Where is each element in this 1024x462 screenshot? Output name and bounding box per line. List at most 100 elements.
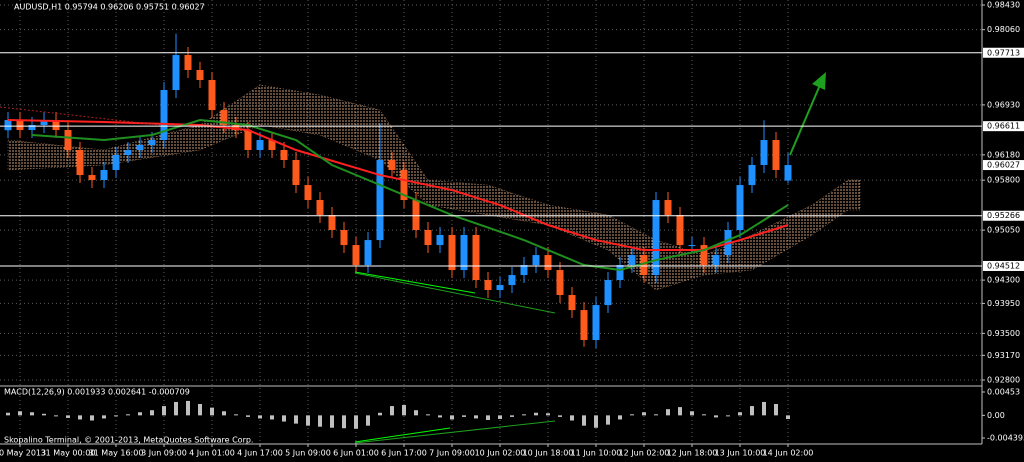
level-label: 0.96611 bbox=[987, 122, 1020, 131]
candle-body bbox=[16, 120, 24, 131]
macd-bar bbox=[246, 415, 250, 417]
macd-bar bbox=[714, 415, 718, 418]
candle-body bbox=[256, 140, 264, 151]
macd-bar bbox=[510, 415, 514, 417]
candle-body bbox=[760, 140, 768, 165]
ichimoku-cloud bbox=[7, 84, 861, 291]
x-tick-label: 6 Jun 17:00 bbox=[381, 449, 427, 458]
candle-body bbox=[280, 150, 288, 160]
candle-body bbox=[244, 130, 252, 151]
macd-bar bbox=[414, 410, 418, 416]
macd-bar bbox=[186, 400, 190, 416]
macd-bar bbox=[678, 407, 682, 416]
candle-body bbox=[220, 110, 228, 126]
candle-body bbox=[400, 169, 408, 201]
candle-body bbox=[28, 125, 36, 131]
candle-body bbox=[496, 285, 504, 291]
candle-body bbox=[340, 230, 348, 246]
macd-bar bbox=[174, 401, 178, 416]
x-tick-label: 7 Jun 09:00 bbox=[429, 449, 475, 458]
candle-body bbox=[76, 150, 84, 176]
macd-bar bbox=[690, 411, 694, 416]
macd-bar bbox=[630, 414, 634, 416]
candle-body bbox=[64, 130, 72, 151]
macd-bar bbox=[378, 412, 382, 416]
trend-line bbox=[0, 106, 161, 126]
divergence-line bbox=[354, 271, 476, 294]
macd-bar bbox=[450, 415, 454, 420]
candle-body bbox=[88, 175, 96, 181]
macd-bar bbox=[282, 415, 286, 422]
candle-body bbox=[172, 55, 180, 90]
candle-body bbox=[712, 255, 720, 266]
macd-bar bbox=[618, 415, 622, 420]
macd-bar bbox=[150, 410, 154, 416]
candle-body bbox=[40, 120, 48, 126]
x-tick-label: 12 Jun 18:00 bbox=[667, 449, 718, 458]
candle-body bbox=[460, 234, 468, 271]
x-tick-label: 3 Jun 09:00 bbox=[141, 449, 187, 458]
macd-bar bbox=[210, 407, 214, 416]
macd-bar bbox=[234, 414, 238, 416]
macd-bar bbox=[474, 415, 478, 419]
macd-bar bbox=[270, 415, 274, 420]
macd-bar bbox=[126, 414, 130, 416]
candle-body bbox=[640, 255, 648, 276]
candle-body bbox=[484, 280, 492, 291]
candle-body bbox=[232, 125, 240, 131]
macd-title: MACD(12,26,9) 0.001933 0.002641 -0.00070… bbox=[4, 388, 190, 397]
y-tick-label: 0.92800 bbox=[987, 376, 1020, 385]
macd-bar bbox=[558, 415, 562, 417]
y-tick-label: 0.95050 bbox=[987, 226, 1020, 235]
macd-bar bbox=[102, 415, 106, 419]
y-tick-label: 0.94300 bbox=[987, 276, 1020, 285]
candle-body bbox=[436, 234, 444, 246]
candle-body bbox=[412, 200, 420, 231]
macd-bar bbox=[30, 412, 34, 416]
level-label: 0.95266 bbox=[987, 211, 1020, 220]
candle-body bbox=[616, 265, 624, 281]
macd-y-tick-label: 0.00 bbox=[987, 411, 1005, 420]
x-tick-label: 11 Jun 10:00 bbox=[571, 449, 622, 458]
last-price-box bbox=[983, 160, 1024, 171]
candle-body bbox=[124, 150, 132, 155]
y-tick-label: 0.98430 bbox=[987, 0, 1020, 9]
candle-body bbox=[148, 140, 156, 146]
y-tick-label: 0.96930 bbox=[987, 100, 1020, 109]
candle-body bbox=[160, 89, 168, 141]
x-tick-label: 5 Jun 09:00 bbox=[285, 449, 331, 458]
y-tick-label: 0.96180 bbox=[987, 150, 1020, 159]
arrow-head bbox=[812, 72, 826, 90]
macd-bar bbox=[390, 406, 394, 416]
candle-body bbox=[544, 255, 552, 271]
macd-bar bbox=[774, 404, 778, 416]
candle-body bbox=[376, 159, 384, 241]
macd-bar bbox=[570, 415, 574, 421]
candle-body bbox=[580, 310, 588, 341]
macd-bar bbox=[498, 415, 502, 419]
level-label-box bbox=[983, 121, 1024, 132]
macd-bar bbox=[462, 415, 466, 417]
x-tick-label: 14 Jun 02:00 bbox=[763, 449, 814, 458]
x-tick-label: 10 Jun 18:00 bbox=[523, 449, 574, 458]
macd-bar bbox=[402, 405, 406, 416]
macd-bar bbox=[222, 411, 226, 416]
macd-bar bbox=[306, 415, 310, 426]
candle-body bbox=[424, 230, 432, 246]
candle-body bbox=[268, 140, 276, 151]
candle-body bbox=[292, 159, 300, 186]
candle-body bbox=[448, 234, 456, 271]
macd-bar bbox=[594, 415, 598, 428]
x-tick-label: 30 May 2013 bbox=[0, 449, 46, 458]
candle-body bbox=[604, 280, 612, 306]
candle-body bbox=[508, 275, 516, 286]
macd-bar bbox=[366, 415, 370, 426]
macd-bar bbox=[66, 415, 70, 418]
macd-bar bbox=[606, 415, 610, 425]
candle-body bbox=[472, 234, 480, 281]
candle-body bbox=[388, 159, 396, 170]
candle-body bbox=[196, 70, 204, 80]
